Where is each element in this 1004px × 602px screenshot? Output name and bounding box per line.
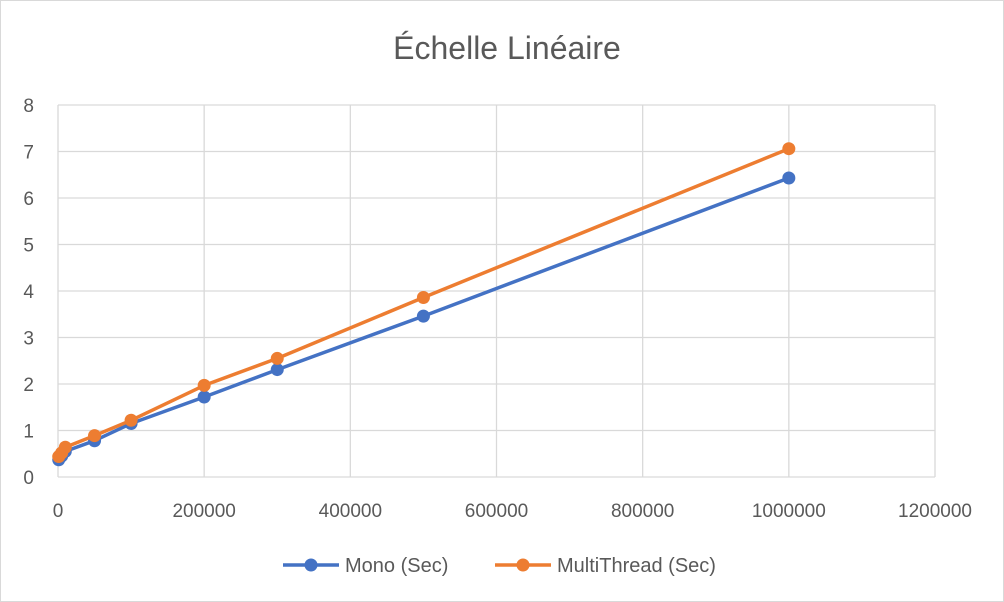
series-0 [52, 171, 796, 467]
y-tick-label: 2 [23, 375, 34, 396]
data-point [270, 363, 284, 377]
data-point [197, 390, 211, 404]
y-tick-label: 1 [23, 422, 34, 443]
data-point [782, 142, 796, 156]
series-1 [52, 142, 796, 464]
x-tick-label: 1000000 [752, 501, 826, 522]
legend-swatch-marker [304, 558, 318, 572]
x-tick-label: 400000 [319, 501, 382, 522]
x-tick-label: 1200000 [898, 501, 972, 522]
legend-item: Mono (Sec) [283, 555, 448, 577]
y-tick-label: 4 [23, 282, 34, 303]
chart-title: Échelle Linéaire [393, 30, 621, 66]
x-tick-label: 0 [53, 501, 64, 522]
legend-swatch-marker [516, 558, 530, 572]
legend-label: Mono (Sec) [345, 555, 448, 577]
x-tick-label: 600000 [465, 501, 528, 522]
legend: Mono (Sec) MultiThread (Sec) [283, 555, 716, 577]
data-point [88, 429, 102, 443]
data-point [416, 309, 430, 323]
gridlines [57, 104, 936, 478]
y-tick-label: 5 [23, 236, 34, 257]
y-tick-label: 8 [23, 96, 34, 117]
legend-item: MultiThread (Sec) [495, 555, 716, 577]
axis-tick-labels: 0 1 2 3 4 5 6 7 8 0 200000 400000 600000 800000 100000… [23, 96, 972, 522]
y-tick-label: 7 [23, 143, 34, 164]
data-point [270, 351, 284, 365]
x-tick-label: 200000 [172, 501, 235, 522]
data-point [197, 378, 211, 392]
y-tick-label: 6 [23, 189, 34, 210]
data-point [58, 440, 72, 454]
legend-label: MultiThread (Sec) [557, 555, 716, 577]
y-tick-label: 0 [23, 468, 34, 489]
y-tick-label: 3 [23, 329, 34, 350]
data-point [124, 413, 138, 427]
data-point [416, 291, 430, 305]
data-point [782, 171, 796, 185]
series-layer [52, 142, 796, 467]
x-tick-label: 800000 [611, 501, 674, 522]
